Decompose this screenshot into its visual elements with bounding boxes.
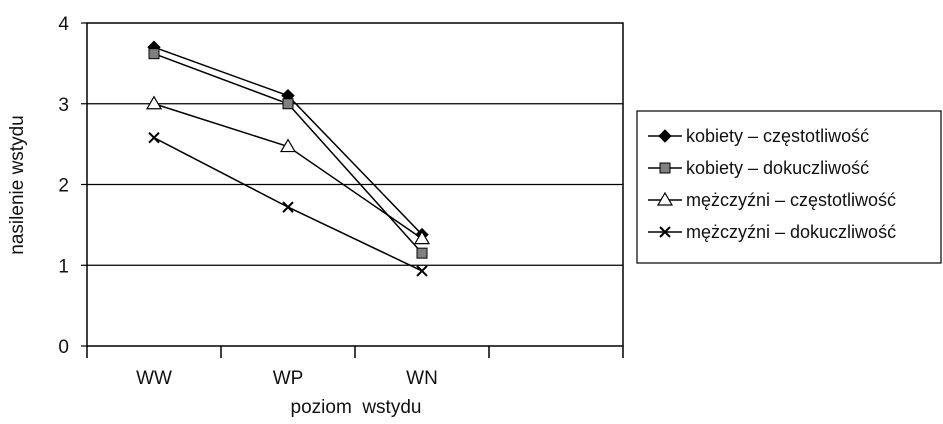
x-axis: WW WP WN bbox=[86, 346, 624, 389]
x-axis-title: poziom wstydu bbox=[291, 397, 422, 418]
y-tick-label: 1 bbox=[58, 256, 69, 277]
series-group bbox=[145, 40, 431, 277]
legend-label: kobiety – częstotliwość bbox=[686, 126, 869, 146]
x-tick-label: WP bbox=[273, 368, 304, 389]
data-point-triangle bbox=[145, 95, 163, 110]
data-point-triangle bbox=[656, 191, 674, 206]
data-point-square bbox=[148, 48, 160, 60]
legend-label: mężczyźni – częstotliwość bbox=[686, 190, 896, 210]
y-tick-label: 2 bbox=[58, 176, 69, 197]
y-axis-ticks: 0 1 2 3 4 bbox=[58, 14, 87, 358]
data-point-triangle bbox=[413, 230, 431, 245]
x-tick-label: WW bbox=[136, 368, 172, 389]
gridlines bbox=[87, 103, 623, 266]
data-point-x bbox=[148, 131, 160, 144]
y-axis-title: nasilenie wstydu bbox=[7, 115, 28, 254]
legend-box bbox=[636, 110, 942, 264]
y-tick-label: 0 bbox=[58, 337, 69, 358]
data-point-diamond bbox=[658, 129, 672, 143]
x-tick-label: WN bbox=[406, 368, 438, 389]
data-point-x bbox=[659, 226, 671, 238]
data-point-x bbox=[282, 201, 294, 213]
y-tick-label: 3 bbox=[58, 95, 69, 116]
data-point-square bbox=[416, 247, 428, 259]
data-point-triangle bbox=[279, 138, 297, 153]
data-point-x bbox=[416, 265, 428, 277]
legend-label: mężczyźni – dokuczliwość bbox=[686, 222, 896, 242]
legend: kobiety – częstotliwość kobiety – dokuczl… bbox=[648, 126, 896, 242]
data-point-square bbox=[659, 162, 671, 174]
legend-label: kobiety – dokuczliwość bbox=[686, 158, 869, 178]
data-point-square bbox=[282, 98, 294, 110]
y-tick-label: 4 bbox=[58, 14, 69, 35]
